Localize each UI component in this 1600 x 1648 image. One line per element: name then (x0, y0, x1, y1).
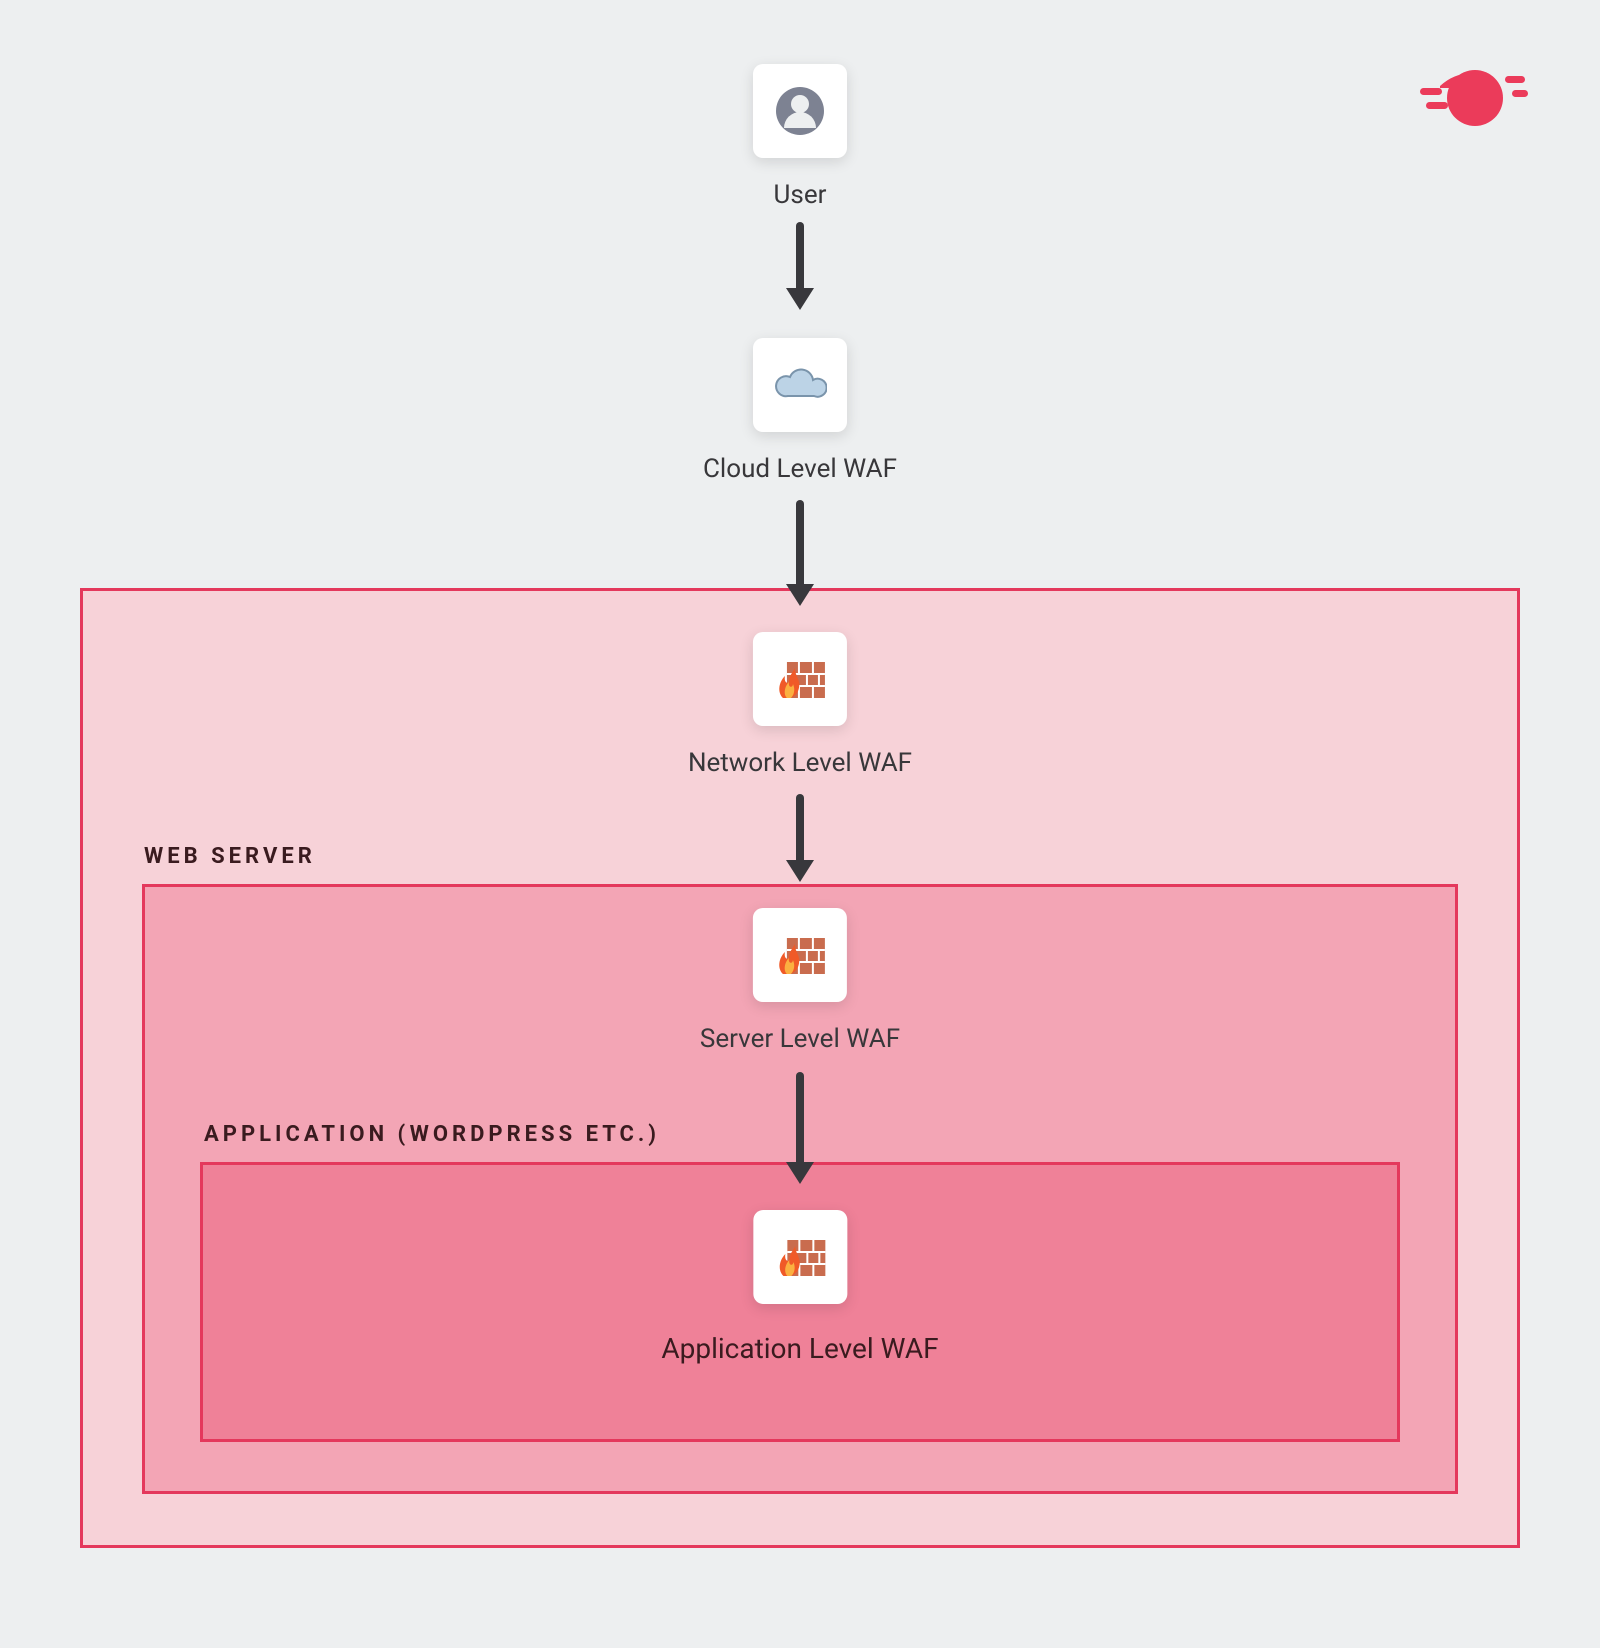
server-card (753, 908, 847, 1002)
node-cloud-label: Cloud Level WAF (703, 454, 897, 484)
node-app: Application Level WAF (661, 1210, 938, 1365)
app-card (753, 1210, 847, 1304)
node-user: User (753, 64, 847, 210)
region-application-label: APPLICATION (WORDPRESS ETC.) (204, 1122, 660, 1147)
cloud-icon (773, 358, 827, 412)
node-user-label: User (753, 180, 847, 210)
arrow-user-cloud (780, 222, 820, 316)
node-cloud: Cloud Level WAF (703, 338, 897, 484)
node-network: Network Level WAF (688, 632, 912, 778)
node-app-label: Application Level WAF (661, 1332, 938, 1365)
cloud-card (753, 338, 847, 432)
node-server: Server Level WAF (700, 908, 900, 1054)
region-webserver-label: WEB SERVER (144, 844, 316, 869)
firewall-icon (773, 652, 827, 706)
network-card (753, 632, 847, 726)
firewall-icon (773, 1230, 827, 1284)
node-server-label: Server Level WAF (700, 1024, 900, 1054)
user-icon (773, 84, 827, 138)
firewall-icon (773, 928, 827, 982)
user-card (753, 64, 847, 158)
arrow-cloud-network (780, 500, 820, 612)
arrow-network-server (780, 794, 820, 888)
brand-logo (1420, 50, 1530, 130)
node-network-label: Network Level WAF (688, 748, 912, 778)
arrow-server-app (780, 1072, 820, 1190)
diagram-canvas: WEB SERVER APPLICATION (WORDPRESS ETC.) … (0, 0, 1600, 1648)
